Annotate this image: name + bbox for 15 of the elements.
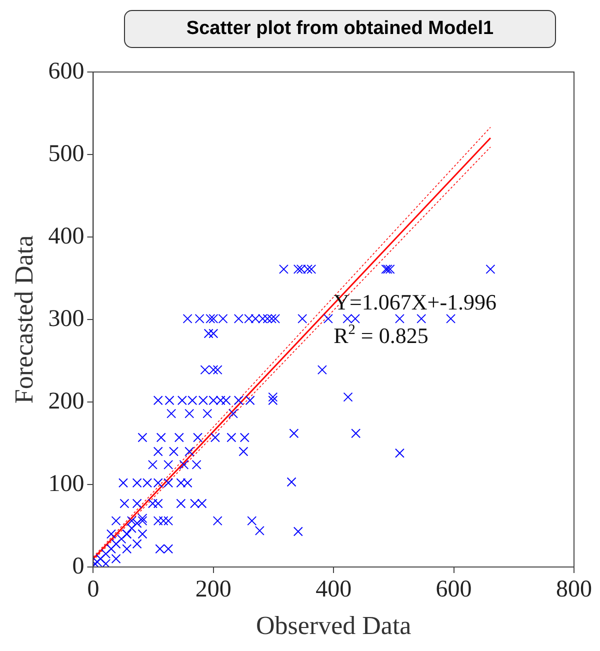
y-axis-title: Forecasted Data xyxy=(9,234,38,404)
y-tick-label: 300 xyxy=(48,306,84,332)
x-tick-label: 600 xyxy=(436,576,472,603)
y-tick-label: 400 xyxy=(48,223,84,250)
y-tick-label: 0 xyxy=(72,553,84,580)
annotation: Y=1.067X+-1.996 xyxy=(334,290,497,315)
chart-title: Scatter plot from obtained Model1 xyxy=(124,10,556,48)
x-tick-label: 800 xyxy=(556,576,592,603)
x-tick-label: 400 xyxy=(316,576,352,603)
y-tick-label: 600 xyxy=(48,58,84,84)
y-tick-label: 100 xyxy=(48,470,84,497)
y-tick-label: 200 xyxy=(48,388,84,414)
x-tick-label: 200 xyxy=(195,576,232,603)
y-tick-label: 500 xyxy=(48,140,84,167)
x-axis-title: Observed Data xyxy=(256,611,412,640)
